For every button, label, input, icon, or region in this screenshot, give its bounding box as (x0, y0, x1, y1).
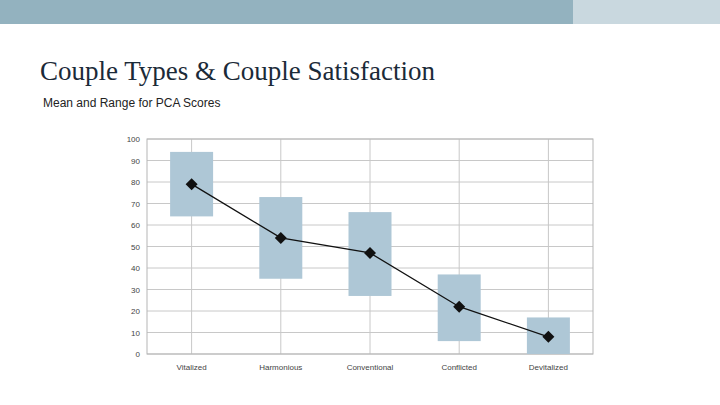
x-tick-label: Devitalized (529, 363, 568, 372)
range-box (170, 152, 213, 217)
range-box (259, 197, 302, 279)
plot-frame (147, 139, 593, 354)
title: Couple Types & Couple Satisfaction (40, 56, 436, 86)
header-band (0, 0, 573, 24)
x-tick-label: Conventional (347, 363, 394, 372)
subtitle: Mean and Range for PCA Scores (43, 96, 220, 110)
y-tick-label: 100 (127, 135, 141, 144)
y-tick-label: 30 (131, 286, 140, 295)
x-tick-label: Harmonious (259, 363, 302, 372)
x-tick-label: Conflicted (441, 363, 477, 372)
y-tick-label: 10 (131, 329, 140, 338)
y-tick-label: 90 (131, 157, 140, 166)
range-box (438, 274, 481, 341)
y-tick-label: 60 (131, 221, 140, 230)
chart-canvas: Couple Types & Couple Satisfaction Mean a… (0, 0, 720, 405)
marks (170, 152, 570, 354)
y-tick-label: 20 (131, 307, 140, 316)
y-tick-label: 50 (131, 243, 140, 252)
grid (147, 139, 593, 354)
plot-area (147, 139, 593, 354)
header-band-light (573, 0, 720, 24)
y-tick-label: 70 (131, 200, 140, 209)
mean-line (192, 184, 549, 337)
y-tick-label: 80 (131, 178, 140, 187)
mean-marker (542, 331, 554, 343)
range-box (349, 212, 392, 296)
x-tick-label: Vitalized (177, 363, 207, 372)
range-box (527, 317, 570, 354)
mean-marker (186, 178, 198, 190)
y-tick-label: 0 (136, 350, 141, 359)
mean-marker (275, 232, 287, 244)
mean-marker (453, 301, 465, 313)
mean-marker (364, 247, 376, 259)
y-tick-label: 40 (131, 264, 140, 273)
